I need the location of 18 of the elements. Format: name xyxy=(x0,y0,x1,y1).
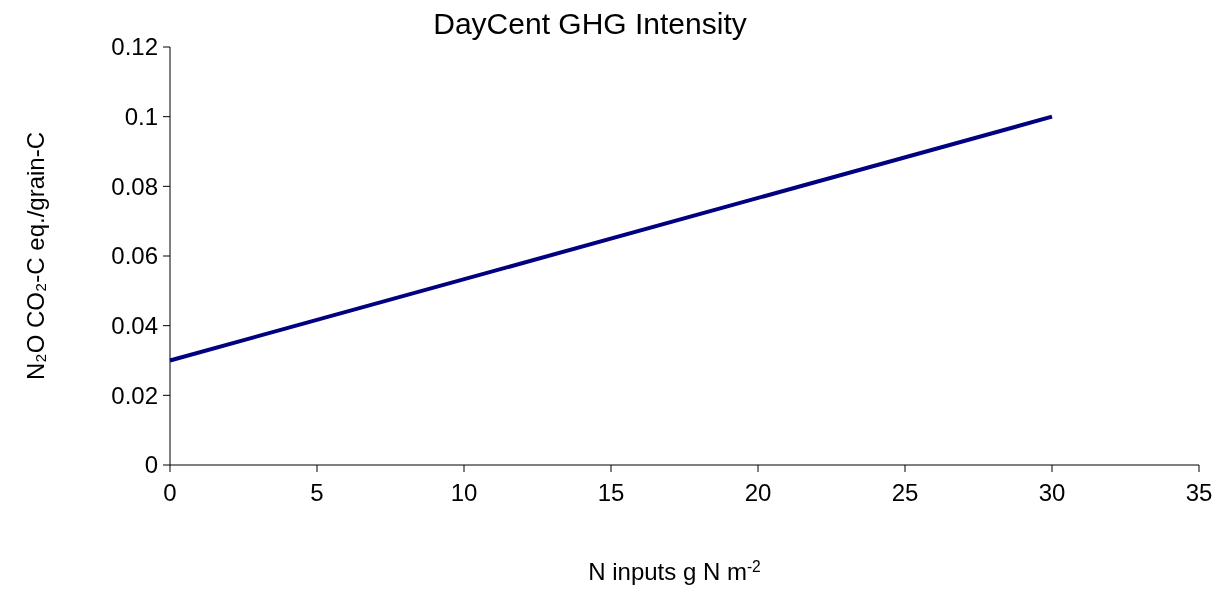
x-tick-label: 30 xyxy=(1038,479,1066,506)
x-tick-label: 35 xyxy=(1185,479,1213,506)
y-tick-label: 0 xyxy=(144,451,158,479)
y-tick-label: 0.02 xyxy=(111,381,158,409)
y-axis-title: N₂O CO₂-C eq./grain-C xyxy=(22,131,49,381)
x-tick-label: 0 xyxy=(163,479,177,506)
chart-title: DayCent GHG Intensity xyxy=(433,7,747,40)
y-tick-label: 0.12 xyxy=(111,33,158,61)
x-tick-label: 20 xyxy=(744,479,772,506)
y-tick-label: 0.1 xyxy=(124,103,158,131)
x-tick-label: 10 xyxy=(450,479,478,506)
x-tick-label: 15 xyxy=(597,479,625,506)
x-tick-label: 25 xyxy=(891,479,919,506)
x-axis-title: N inputs g N m$^{-2}$ xyxy=(588,557,761,585)
y-tick-label: 0.08 xyxy=(111,172,158,200)
y-tick-label: 0.04 xyxy=(111,312,158,340)
x-tick-label: 5 xyxy=(310,479,324,506)
y-tick-label: 0.06 xyxy=(111,242,158,270)
